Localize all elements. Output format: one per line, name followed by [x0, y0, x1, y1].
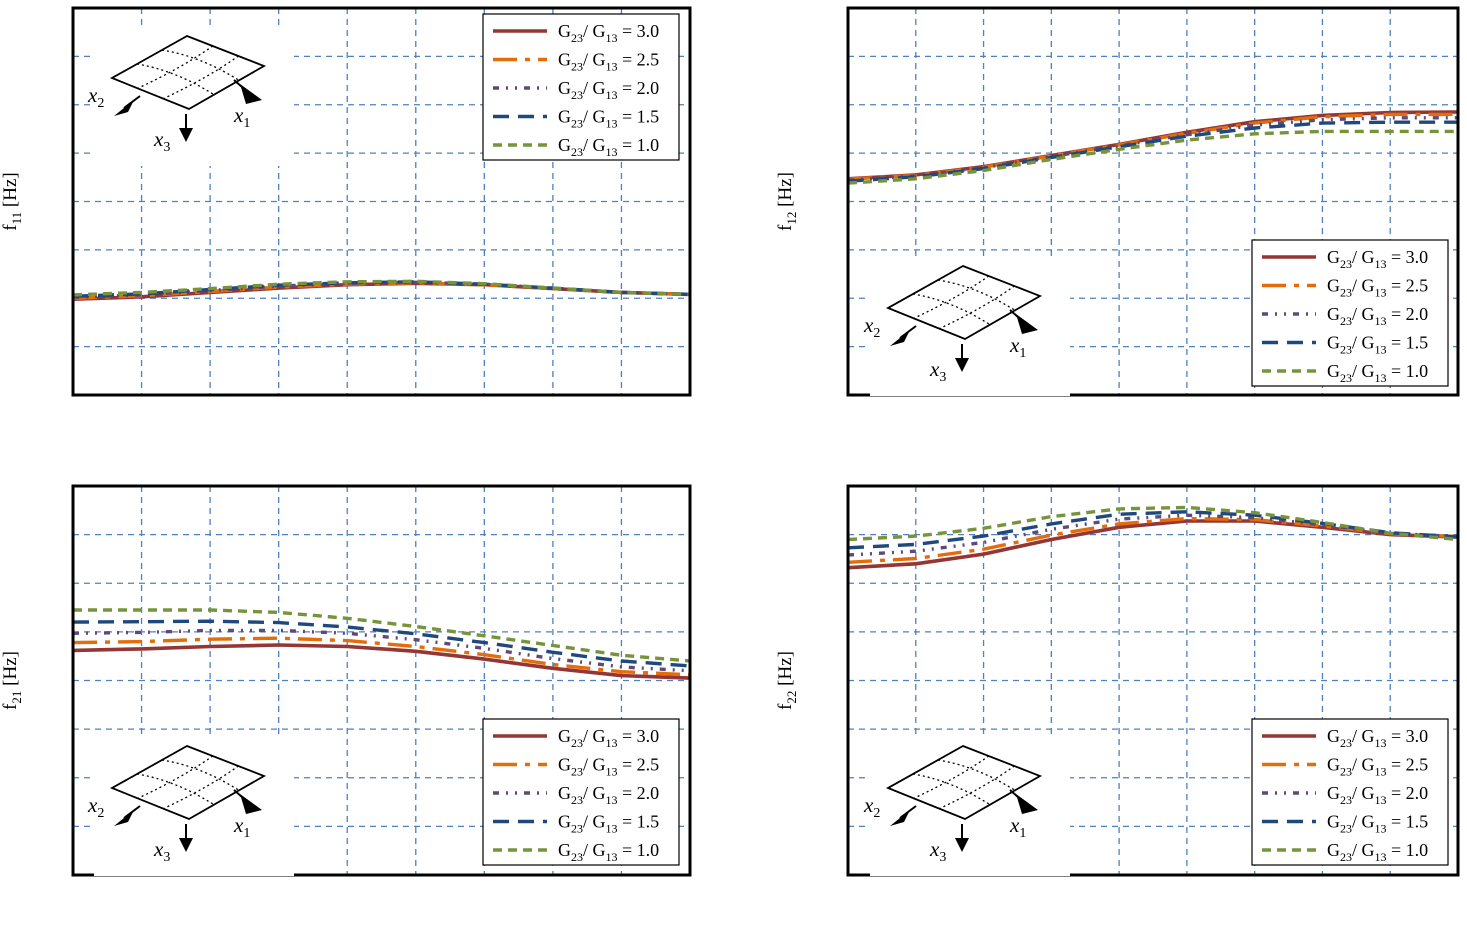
inset-x3-label: x3	[153, 837, 170, 865]
x3-arrow-icon	[179, 128, 193, 142]
legend-label-4: G23/ G13 = 1.5	[558, 107, 659, 131]
legend-label-3: G23/ G13 = 2.0	[558, 783, 659, 807]
legend-label-2: G23/ G13 = 2.5	[558, 755, 659, 779]
mode-line	[939, 285, 1015, 330]
mode-line	[136, 773, 215, 806]
series-line-5	[73, 608, 691, 663]
mode-line	[913, 275, 990, 319]
mode-shape-inset: x1 x2 x3	[87, 736, 294, 876]
series-line-2	[847, 516, 1459, 564]
legend-label-2: G23/ G13 = 2.5	[1327, 755, 1428, 779]
mode-line	[137, 45, 214, 89]
mode-line	[912, 293, 991, 326]
mode-line	[939, 765, 1015, 810]
y-axis-label: f11 [Hz]	[0, 172, 24, 230]
plot-frame	[71, 484, 692, 877]
legend-label-5: G23/ G13 = 1.0	[1327, 361, 1428, 385]
x3-arrow-icon	[955, 358, 969, 372]
legend-label-3: G23/ G13 = 2.0	[1327, 304, 1428, 328]
mode-line	[937, 279, 1016, 311]
mode-line	[163, 765, 239, 810]
inset-x3-label: x3	[929, 837, 946, 865]
inset-x2-label: x2	[863, 313, 880, 341]
x1-arrow-shaft	[233, 789, 251, 805]
x1-arrow-shaft	[233, 79, 251, 95]
legend: G23/ G13 = 3.0 G23/ G13 = 2.5 G23/ G13 = 2…	[482, 718, 680, 866]
mode-line	[161, 49, 240, 81]
legend-label-3: G23/ G13 = 2.0	[1327, 783, 1428, 807]
y-axis-label: f22 [Hz]	[775, 651, 799, 710]
series-line-4	[72, 619, 691, 668]
inset-x2-label: x2	[87, 83, 104, 111]
legend-label-1: G23/ G13 = 3.0	[558, 726, 659, 750]
inset-x2-label: x2	[863, 793, 880, 821]
x2-arrow-shaft	[123, 95, 141, 109]
inset-x1-label: x1	[233, 813, 250, 841]
x1-arrow-shaft	[1009, 309, 1027, 325]
x1-arrow-shaft	[1009, 789, 1027, 805]
mode-line	[161, 759, 240, 791]
inset-x3-label: x3	[929, 357, 946, 385]
legend: G23/ G13 = 3.0 G23/ G13 = 2.5 G23/ G13 = 2…	[482, 13, 680, 161]
y-axis-label: f21 [Hz]	[0, 651, 24, 710]
mode-shape-inset: x1 x2 x3	[863, 256, 1070, 396]
legend: G23/ G13 = 3.0 G23/ G13 = 2.5 G23/ G13 = 2…	[1251, 239, 1449, 387]
legend-label-4: G23/ G13 = 1.5	[558, 812, 659, 836]
legend-label-4: G23/ G13 = 1.5	[1327, 333, 1428, 357]
mode-shape-inset: x1 x2 x3	[87, 26, 294, 166]
legend-label-5: G23/ G13 = 1.0	[1327, 840, 1428, 864]
inset-x1-label: x1	[1009, 333, 1026, 361]
legend-label-1: G23/ G13 = 3.0	[1327, 726, 1428, 750]
series-line-1	[72, 643, 691, 680]
y-axis-label: f12 [Hz]	[775, 172, 799, 231]
mode-shape-inset: x1 x2 x3	[863, 736, 1070, 876]
series-line-5	[72, 279, 691, 297]
series-line-2	[72, 636, 691, 677]
series-line-4	[847, 120, 1458, 183]
x3-arrow-icon	[955, 838, 969, 852]
inset-x2-label: x2	[87, 793, 104, 821]
legend-label-2: G23/ G13 = 2.5	[1327, 276, 1428, 300]
mode-line	[163, 55, 239, 100]
mode-line	[137, 755, 214, 799]
series-line-4	[847, 510, 1459, 550]
legend-label-3: G23/ G13 = 2.0	[558, 78, 659, 102]
series-line-5	[847, 505, 1459, 542]
x2-arrow-shaft	[899, 805, 917, 819]
mode-line	[912, 773, 991, 806]
legend: G23/ G13 = 3.0 G23/ G13 = 2.5 G23/ G13 = 2…	[1251, 718, 1449, 866]
series-line-2	[847, 112, 1458, 181]
x3-arrow-icon	[179, 838, 193, 852]
plot-frame	[846, 6, 1460, 397]
legend-label-1: G23/ G13 = 3.0	[1327, 247, 1428, 271]
legend-label-4: G23/ G13 = 1.5	[1327, 812, 1428, 836]
plot-frame	[71, 6, 692, 397]
x2-arrow-shaft	[123, 805, 141, 819]
legend-label-5: G23/ G13 = 1.0	[558, 840, 659, 864]
legend-label-1: G23/ G13 = 3.0	[558, 21, 659, 45]
series-line-5	[847, 129, 1458, 185]
legend-label-2: G23/ G13 = 2.5	[558, 50, 659, 74]
inset-x1-label: x1	[233, 103, 250, 131]
inset-x1-label: x1	[1009, 813, 1026, 841]
x2-arrow-shaft	[899, 325, 917, 339]
mode-line	[913, 755, 990, 799]
mode-line	[136, 63, 215, 96]
plot-frame	[846, 484, 1460, 877]
series-line-1	[847, 519, 1459, 570]
inset-x3-label: x3	[153, 127, 170, 155]
mode-line	[937, 759, 1016, 791]
legend-label-5: G23/ G13 = 1.0	[558, 135, 659, 159]
